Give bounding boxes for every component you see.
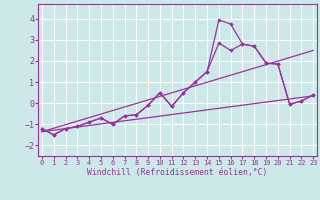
X-axis label: Windchill (Refroidissement éolien,°C): Windchill (Refroidissement éolien,°C) [87,168,268,177]
